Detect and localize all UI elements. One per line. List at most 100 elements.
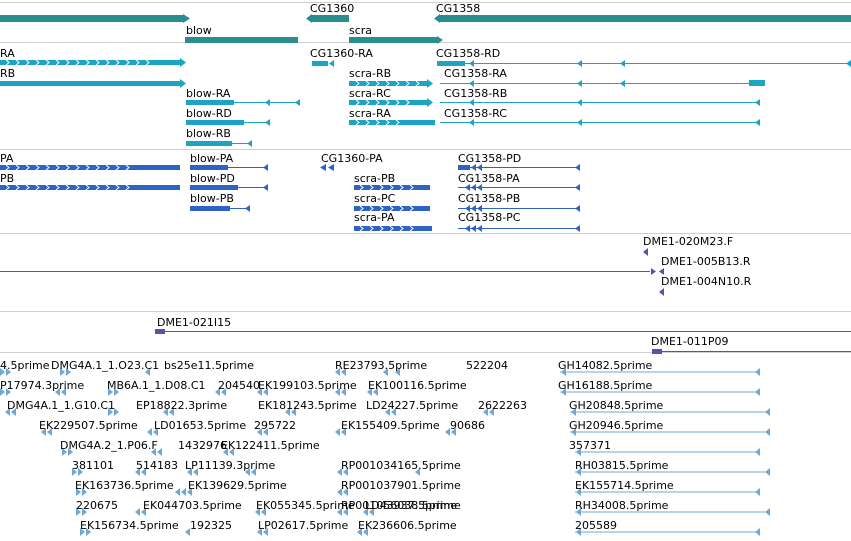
protein-label[interactable]: scra-PA	[354, 211, 395, 224]
est-label[interactable]: LP11139.3prime	[185, 459, 276, 472]
est-label[interactable]: EK044703.5prime	[143, 499, 242, 512]
est-label[interactable]: 295722	[254, 419, 296, 432]
protein-blow-pa-exon[interactable]	[190, 165, 228, 170]
est-label[interactable]: LD24227.5prime	[366, 399, 459, 412]
est-label[interactable]: 90686	[450, 419, 485, 432]
protein-label[interactable]: CG1358-PD	[458, 152, 522, 165]
est-label[interactable]: 514183	[136, 459, 178, 472]
est-label[interactable]: 522204	[466, 359, 508, 372]
transcript-label[interactable]: blow-RB	[186, 127, 231, 140]
est-label[interactable]: RE23793.5prime	[335, 359, 428, 372]
est-label[interactable]: RP001037901.5prime	[341, 479, 461, 492]
est-label[interactable]: 381101	[72, 459, 114, 472]
protein-label[interactable]: PA	[0, 152, 14, 165]
est-label[interactable]: DMG4A.1_1.O23.C1	[51, 359, 160, 372]
clone-dme1-020m23f-arrow[interactable]	[643, 248, 648, 256]
est-label[interactable]: MB6A.1_1.D08.C1	[107, 379, 206, 392]
est-label[interactable]: EK229507.5prime	[39, 419, 138, 432]
est-label[interactable]: DMG4A.1_1.G10.C1	[7, 399, 116, 412]
est-label[interactable]: EK100116.5prime	[368, 379, 467, 392]
gene-cg1358-bar[interactable]	[440, 15, 851, 22]
est-label[interactable]: EK139629.5prime	[188, 479, 287, 492]
est-label[interactable]: EK155409.5prime	[341, 419, 440, 432]
est-label[interactable]: 357371	[569, 439, 611, 452]
transcript-cg1360-ra-exon[interactable]	[312, 61, 328, 66]
clone-label[interactable]: DME1-004N10.R	[661, 275, 752, 288]
transcript-scra-rc-exon[interactable]	[349, 100, 427, 105]
clone-label[interactable]: DME1-005B13.R	[661, 255, 751, 268]
est-label[interactable]: GH14082.5prime	[558, 359, 653, 372]
clone-label[interactable]: DME1-011P09	[651, 335, 729, 348]
clone-dme1-004n10r-arrow[interactable]	[659, 288, 664, 296]
transcript-label[interactable]: scra-RB	[349, 67, 392, 80]
gene-label[interactable]: CG1358	[436, 2, 481, 15]
gene-label[interactable]: CG1360	[310, 2, 355, 15]
est-label[interactable]: RH34008.5prime	[575, 499, 669, 512]
est-label[interactable]: GH20848.5prime	[569, 399, 664, 412]
protein-blow-pb-exon[interactable]	[190, 206, 230, 211]
protein-label[interactable]: CG1360-PA	[321, 152, 383, 165]
transcript-label[interactable]: RB	[0, 67, 16, 80]
clone-label[interactable]: DME1-021I15	[157, 316, 232, 329]
est-label[interactable]: EK155714.5prime	[575, 479, 674, 492]
est-label[interactable]: RH03815.5prime	[575, 459, 669, 472]
est-label[interactable]: RP001034165.5prime	[341, 459, 461, 472]
protein-scra-pc-exon[interactable]	[354, 206, 430, 211]
est-label[interactable]: EK181243.5prime	[258, 399, 357, 412]
est-label[interactable]: 4.5prime	[0, 359, 50, 372]
transcript-rb-exon[interactable]	[0, 81, 180, 86]
est-label[interactable]: P17974.3prime	[0, 379, 85, 392]
protein-label[interactable]: blow-PA	[190, 152, 234, 165]
protein-label[interactable]: blow-PD	[190, 172, 235, 185]
gene-scra-bar[interactable]	[349, 37, 437, 43]
est-label[interactable]: 204540	[218, 379, 260, 392]
est-label[interactable]: 220675	[76, 499, 118, 512]
est-label[interactable]: EK163736.5prime	[75, 479, 174, 492]
est-label[interactable]: 2622263	[478, 399, 527, 412]
protein-cg1360-pa-arrow[interactable]	[320, 164, 326, 171]
gene-blow-bar-2[interactable]	[185, 37, 298, 43]
est-label[interactable]: LD01653.5prime	[154, 419, 247, 432]
protein-pa-exon[interactable]	[0, 165, 180, 170]
est-label[interactable]: EK236606.5prime	[358, 519, 457, 532]
protein-label[interactable]: scra-PB	[354, 172, 396, 185]
transcript-label[interactable]: blow-RA	[186, 87, 231, 100]
transcript-label[interactable]: scra-RC	[349, 87, 391, 100]
est-label[interactable]: GH16188.5prime	[558, 379, 653, 392]
protein-label[interactable]: blow-PB	[190, 192, 234, 205]
transcript-scra-ra-exon[interactable]	[349, 120, 435, 125]
transcript-label[interactable]: blow-RD	[186, 107, 232, 120]
est-label[interactable]: DMG4A.2_1.P06.F	[60, 439, 158, 452]
transcript-ra-exon[interactable]	[0, 60, 180, 65]
clone-label[interactable]: DME1-020M23.F	[643, 235, 734, 248]
est-label[interactable]: LD43937.5prime	[365, 499, 458, 512]
est-label[interactable]: LP02617.5prime	[258, 519, 349, 532]
gene-cg1360-bar[interactable]	[312, 15, 349, 22]
transcript-label[interactable]: scra-RA	[349, 107, 391, 120]
transcript-label[interactable]: CG1358-RA	[444, 67, 507, 80]
transcript-blow-rb-exon[interactable]	[186, 141, 232, 146]
est-label[interactable]: 192325	[190, 519, 232, 532]
transcript-label[interactable]: CG1358-RB	[444, 87, 508, 100]
est-label[interactable]: EK156734.5prime	[80, 519, 179, 532]
protein-scra-pb-exon[interactable]	[354, 185, 430, 190]
transcript-label[interactable]: CG1360-RA	[310, 47, 373, 60]
clone-dme1-005b13r-arrow[interactable]	[659, 268, 664, 275]
transcript-label[interactable]: RA	[0, 47, 15, 60]
transcript-blow-rd-exon[interactable]	[186, 120, 244, 125]
transcript-blow-ra-exon[interactable]	[186, 100, 234, 105]
protein-label[interactable]: PB	[0, 172, 15, 185]
protein-label[interactable]: scra-PC	[354, 192, 396, 205]
transcript-scra-rb-exon[interactable]	[349, 81, 427, 86]
est-label[interactable]: bs25e11.5prime	[164, 359, 255, 372]
protein-label[interactable]: CG1358-PA	[458, 172, 520, 185]
gene-label[interactable]: scra	[349, 24, 373, 37]
est-label[interactable]: EK122411.5prime	[221, 439, 320, 452]
est-label[interactable]: GH20946.5prime	[569, 419, 664, 432]
est-label[interactable]: 205589	[575, 519, 617, 532]
gene-blow-bar[interactable]	[0, 15, 184, 22]
transcript-cg1358-ra-exon[interactable]	[749, 80, 765, 86]
transcript-label[interactable]: CG1358-RC	[444, 107, 507, 120]
gene-label[interactable]: blow	[186, 24, 212, 37]
protein-blow-pd-exon[interactable]	[190, 185, 238, 190]
